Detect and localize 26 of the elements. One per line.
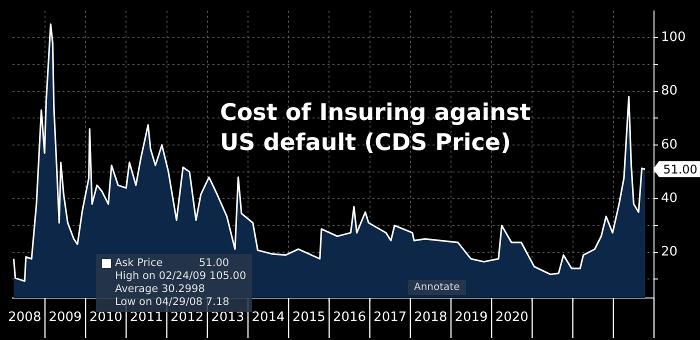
x-tick-label: 2008 bbox=[8, 310, 42, 326]
annotation: Annotate bbox=[408, 280, 466, 295]
text: Cost of Insuring against US default (CDS Price) bbox=[220, 99, 532, 158]
x-tick-label: 2015 bbox=[292, 310, 326, 326]
x-tick-label: 2017 bbox=[374, 310, 407, 326]
x-tick-label: 2009 bbox=[48, 310, 82, 326]
y-tick-label: 100 bbox=[661, 30, 686, 46]
y-tick-label: 20 bbox=[661, 244, 678, 260]
x-tick-label: 2013 bbox=[211, 310, 244, 326]
x-tick-label: 2019 bbox=[454, 310, 488, 326]
y-tick-label: 40 bbox=[661, 191, 678, 206]
x-tick-label: 2012 bbox=[170, 310, 204, 326]
annotation: Average 30.2998 bbox=[114, 283, 206, 296]
y-tick-label: 80 bbox=[661, 84, 678, 99]
x-tick-label: 2010 bbox=[89, 310, 122, 326]
x-tick-label: 2014 bbox=[252, 310, 285, 326]
x-tick-label: 2011 bbox=[130, 310, 164, 326]
annotation: 51.00 bbox=[663, 162, 698, 176]
legend-label: Ask Price bbox=[115, 257, 164, 270]
annotation: High on 02/24/09 105.00 bbox=[114, 270, 246, 283]
y-tick-label: 60 bbox=[661, 137, 678, 152]
annotation: Low on 04/29/08 7.18 bbox=[114, 296, 230, 309]
x-tick-label: 2018 bbox=[414, 310, 448, 326]
x-tick-label: 2016 bbox=[332, 310, 366, 326]
x-tick-label: 2020 bbox=[495, 310, 528, 326]
annotation: 51.00 bbox=[199, 257, 230, 270]
